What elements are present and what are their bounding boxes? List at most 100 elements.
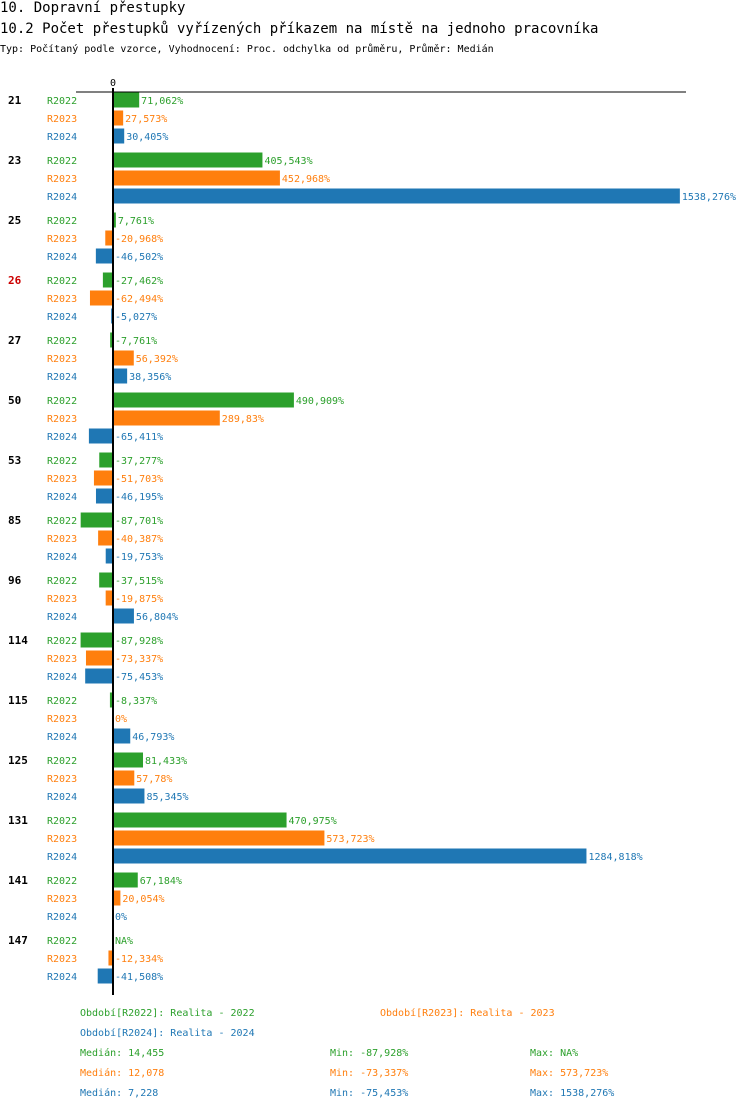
bar [113,752,144,768]
legend-median-r2023: Medián: 12,078 [80,1068,165,1079]
series-label: R2022 [47,876,77,887]
bar [102,272,113,288]
value-label: 85,345% [146,792,188,803]
series-label: R2023 [47,234,77,245]
series-label: R2022 [47,216,77,227]
series-label: R2023 [47,954,77,965]
value-label: 38,356% [129,372,171,383]
group-label: 25 [8,214,21,227]
legend-max-r2022: Max: NA% [530,1048,579,1059]
legend-period-r2024: Období[R2024]: Realita - 2024 [80,1028,255,1039]
series-label: R2022 [47,276,77,287]
series-label: R2022 [47,96,77,107]
group-label: 85 [8,514,21,527]
series-label: R2023 [47,714,77,725]
series-label: R2022 [47,816,77,827]
series-label: R2024 [47,372,77,383]
value-label: -20,968% [115,234,163,245]
series-label: R2024 [47,312,77,323]
bar [89,290,113,306]
bar [85,650,113,666]
series-label: R2024 [47,552,77,563]
value-label: -62,494% [115,294,163,305]
bar [97,968,113,984]
group-label: 96 [8,574,22,587]
series-label: R2024 [47,912,77,923]
value-label: -40,387% [115,534,163,545]
bar [109,692,113,708]
value-label: 27,573% [125,114,167,125]
series-label: R2024 [47,852,77,863]
bar [113,110,124,126]
value-label: 20,054% [122,894,164,905]
series-label: R2024 [47,252,77,263]
series-label: R2024 [47,672,77,683]
bar [113,392,294,408]
bar [113,770,135,786]
series-label: R2022 [47,456,77,467]
bar [99,572,113,588]
value-label: 56,804% [136,612,178,623]
bar [113,608,134,624]
value-label: 470,975% [289,816,337,827]
group-label: 125 [8,754,28,767]
legend-median-r2024: Medián: 7,228 [80,1088,159,1099]
value-label: -87,928% [115,636,163,647]
bar [108,950,113,966]
group-label: 131 [8,814,28,827]
value-label: -27,462% [115,276,163,287]
value-label: -46,502% [115,252,163,263]
series-label: R2024 [47,972,77,983]
bar [95,248,113,264]
value-label: 46,793% [132,732,174,743]
bar [113,848,587,864]
value-label: NA% [115,936,133,947]
bar [113,890,121,906]
series-label: R2023 [47,294,77,305]
group-label: 53 [8,454,21,467]
bar [99,452,113,468]
group-label: 50 [8,394,21,407]
value-label: 1538,276% [682,192,736,203]
value-label: -12,334% [115,954,163,965]
bar [105,230,113,246]
value-label: 490,909% [296,396,344,407]
value-label: 7,761% [118,216,154,227]
bar [113,188,680,204]
series-label: R2024 [47,732,77,743]
value-label: -75,453% [115,672,163,683]
group-label: 147 [8,934,28,947]
bar [80,512,113,528]
legend-min-r2024: Min: -75,453% [330,1088,409,1099]
value-label: -87,701% [115,516,163,527]
bar [88,428,113,444]
value-label: -73,337% [115,654,163,665]
bar [113,92,140,108]
value-label: 67,184% [140,876,182,887]
legend-median-r2022: Medián: 14,455 [80,1048,165,1059]
value-label: -51,703% [115,474,163,485]
bar [113,368,128,384]
series-label: R2022 [47,396,77,407]
group-label: 21 [8,94,22,107]
legend-max-r2024: Max: 1538,276% [530,1088,615,1099]
legend-max-r2023: Max: 573,723% [530,1068,609,1079]
bar [113,812,287,828]
series-label: R2024 [47,792,77,803]
bar [98,530,113,546]
bar [110,332,113,348]
series-label: R2022 [47,636,77,647]
value-label: -37,515% [115,576,163,587]
series-label: R2023 [47,414,77,425]
value-label: -65,411% [115,432,163,443]
value-label: 71,062% [141,96,183,107]
bar [93,470,113,486]
series-label: R2023 [47,174,77,185]
bar [95,488,113,504]
bar [113,128,125,144]
series-label: R2024 [47,612,77,623]
series-label: R2022 [47,576,77,587]
series-label: R2024 [47,492,77,503]
series-label: R2023 [47,894,77,905]
value-label: 573,723% [326,834,374,845]
